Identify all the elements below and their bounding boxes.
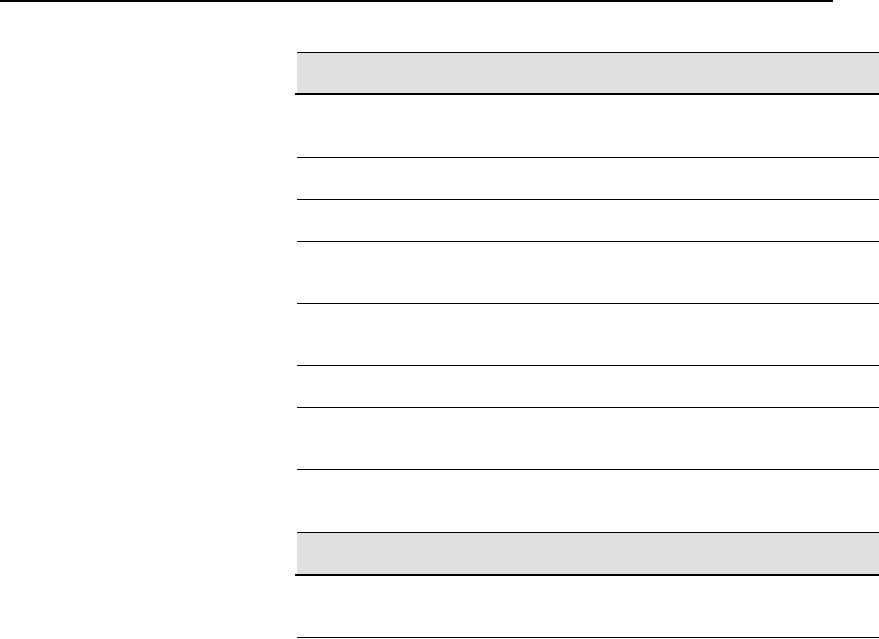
table-row: [297, 241, 879, 242]
table-row: [297, 637, 879, 638]
table-header-row: [297, 532, 879, 575]
header-bottom-rule: [295, 93, 879, 95]
table-row: [297, 199, 879, 200]
header-bottom-rule: [295, 574, 879, 576]
table-header-row: [297, 52, 879, 94]
table-row: [297, 365, 879, 366]
table-row: [297, 407, 879, 408]
table-row: [297, 303, 879, 304]
table-row: [297, 469, 879, 470]
page-top-rule: [0, 0, 833, 2]
table-row: [297, 157, 879, 158]
